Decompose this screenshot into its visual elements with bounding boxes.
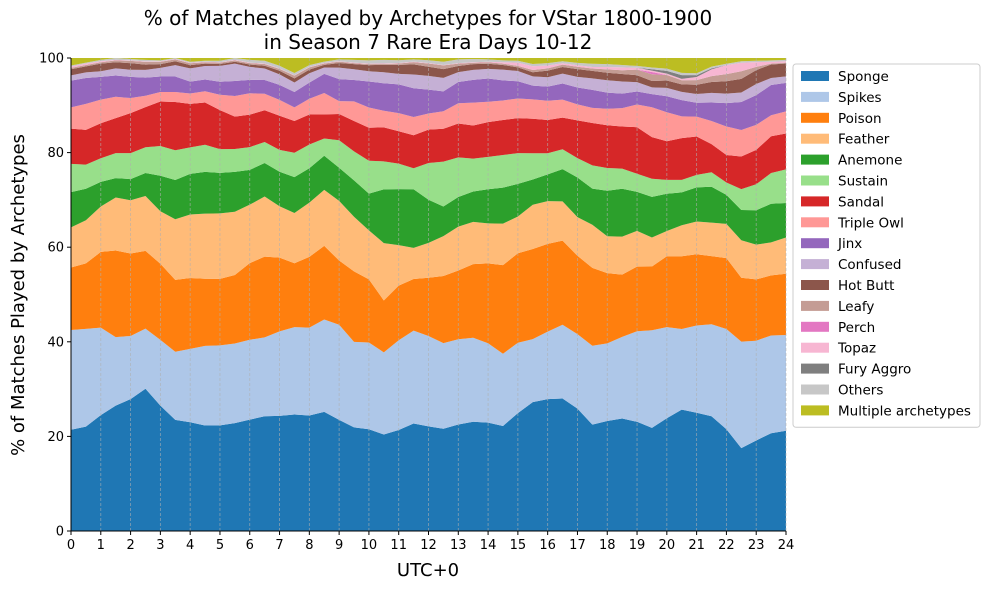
legend-label-feather: Feather	[838, 132, 890, 148]
area-jinx	[71, 73, 786, 130]
chart-title-line-2: in Season 7 Rare Era Days 10-12	[264, 30, 593, 54]
legend-swatch-spikes	[801, 91, 829, 102]
legend-label-jinx: Jinx	[837, 236, 862, 252]
x-tick-label: 18	[599, 538, 616, 553]
legend-label-others: Others	[838, 383, 883, 399]
y-tick-label: 0	[56, 525, 64, 540]
legend-label-anemone: Anemone	[838, 153, 902, 169]
legend-swatch-multiple-archetypes	[801, 405, 829, 416]
y-axis-label: % of Matches Played by Archetypes	[8, 134, 29, 456]
x-tick-label: 15	[510, 538, 527, 553]
x-tick-label: 7	[275, 538, 283, 553]
legend-swatch-confused	[801, 259, 829, 270]
x-tick-label: 16	[539, 538, 556, 553]
x-tick-label: 3	[156, 538, 164, 553]
x-tick-label: 9	[335, 538, 343, 553]
legend-label-sponge: Sponge	[838, 69, 889, 85]
area-multiple-archetypes	[71, 58, 786, 74]
legend-swatch-topaz	[801, 342, 829, 353]
x-tick-label: 2	[126, 538, 134, 553]
x-axis-label: UTC+0	[397, 560, 459, 581]
legend-box	[792, 63, 981, 428]
x-tick-label: 6	[246, 538, 254, 553]
legend-swatch-sustain	[801, 175, 829, 186]
legend-swatch-hot-butt	[801, 280, 829, 290]
x-axis-ticks: 0 1 2 3 4 5 6 7 8 9 10 11 12 13 14 15 16 17 18 19 20 21 22 23 24	[67, 531, 794, 553]
x-tick-label: 4	[186, 538, 194, 553]
legend-swatch-fury-aggro	[801, 363, 829, 374]
legend-swatch-others	[801, 384, 829, 395]
legend-swatch-feather	[801, 133, 829, 144]
legend-swatch-sponge	[801, 71, 829, 81]
x-tick-label: 8	[305, 538, 313, 553]
legend-swatch-sandal	[801, 196, 829, 207]
legend-label-confused: Confused	[838, 257, 901, 273]
legend-label-spikes: Spikes	[838, 90, 882, 106]
x-tick-label: 21	[688, 538, 705, 553]
legend-label-perch: Perch	[838, 320, 875, 336]
legend-label-topaz: Topaz	[837, 341, 876, 357]
x-tick-label: 12	[420, 538, 437, 553]
x-tick-label: 5	[216, 538, 224, 553]
legend-label-poison: Poison	[838, 111, 882, 127]
x-tick-label: 24	[778, 538, 795, 553]
y-axis-ticks: 0 20 40 60 80 100	[39, 52, 71, 540]
legend-label-fury-aggro: Fury Aggro	[838, 362, 911, 378]
x-tick-label: 13	[450, 538, 467, 553]
legend-label-sandal: Sandal	[838, 194, 884, 210]
x-tick-label: 22	[718, 538, 735, 553]
x-tick-label: 11	[390, 538, 407, 553]
legend-swatch-poison	[801, 112, 829, 123]
y-tick-label: 80	[47, 146, 64, 161]
legend-label-hot-butt: Hot Butt	[838, 278, 894, 294]
legend-label-triple-owl: Triple Owl	[837, 215, 904, 231]
x-tick-label: 17	[569, 538, 586, 553]
x-tick-label: 23	[748, 538, 765, 553]
x-tick-label: 14	[480, 538, 497, 553]
area-fury-aggro	[71, 58, 786, 79]
x-tick-label: 20	[659, 538, 676, 553]
x-tick-label: 19	[629, 538, 646, 553]
legend-swatch-perch	[801, 321, 829, 332]
legend-swatch-anemone	[801, 154, 829, 165]
y-tick-label: 100	[39, 52, 64, 67]
y-tick-label: 40	[47, 335, 64, 350]
chart-title-line-1: % of Matches played by Archetypes for VS…	[144, 6, 713, 30]
area-others	[71, 58, 786, 76]
x-tick-label: 0	[67, 538, 75, 553]
legend-swatch-leafy	[801, 300, 829, 311]
vertical-grid	[70, 58, 787, 531]
legend-label-multiple-archetypes: Multiple archetypes	[838, 403, 971, 419]
x-tick-label: 10	[361, 538, 378, 553]
legend-swatch-jinx	[801, 238, 829, 249]
legend-label-leafy: Leafy	[838, 299, 874, 315]
y-tick-label: 20	[47, 430, 64, 445]
y-tick-label: 60	[47, 241, 64, 256]
legend-swatch-triple-owl	[801, 217, 829, 228]
area-hot-butt	[71, 61, 786, 95]
legend-label-sustain: Sustain	[838, 174, 888, 190]
x-tick-label: 1	[97, 538, 105, 553]
legend: Sponge Spikes Poison Feather Anemone Sustain S…	[792, 63, 981, 428]
